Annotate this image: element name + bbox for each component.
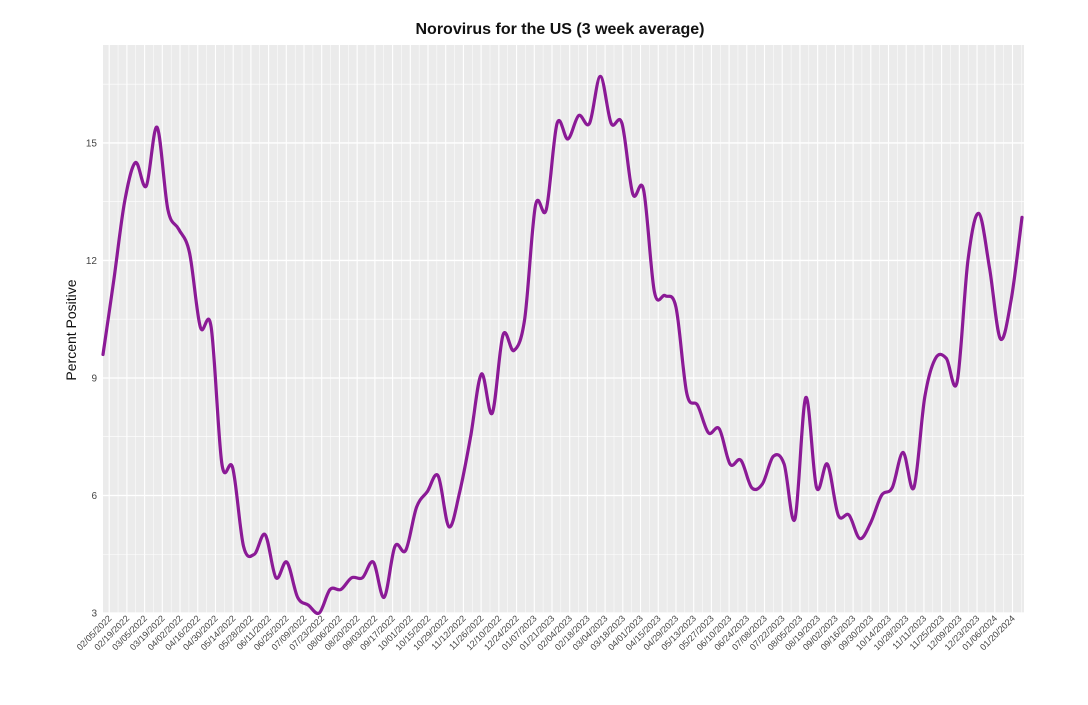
- y-tick-label: 9: [91, 373, 97, 384]
- x-tick-labels: 02/05/202202/19/202203/05/202203/19/2022…: [75, 613, 1017, 652]
- y-tick-label: 15: [86, 138, 98, 149]
- chart-title: Norovirus for the US (3 week average): [416, 21, 705, 38]
- y-tick-label: 3: [91, 609, 97, 620]
- y-tick-labels: 3 6 9 12 15: [86, 138, 98, 619]
- series-line: [101, 74, 1024, 616]
- y-axis-label: Percent Positive: [63, 279, 79, 380]
- y-tick-label: 6: [91, 491, 97, 502]
- grid-lines: [103, 45, 1024, 614]
- y-tick-label: 12: [86, 256, 98, 267]
